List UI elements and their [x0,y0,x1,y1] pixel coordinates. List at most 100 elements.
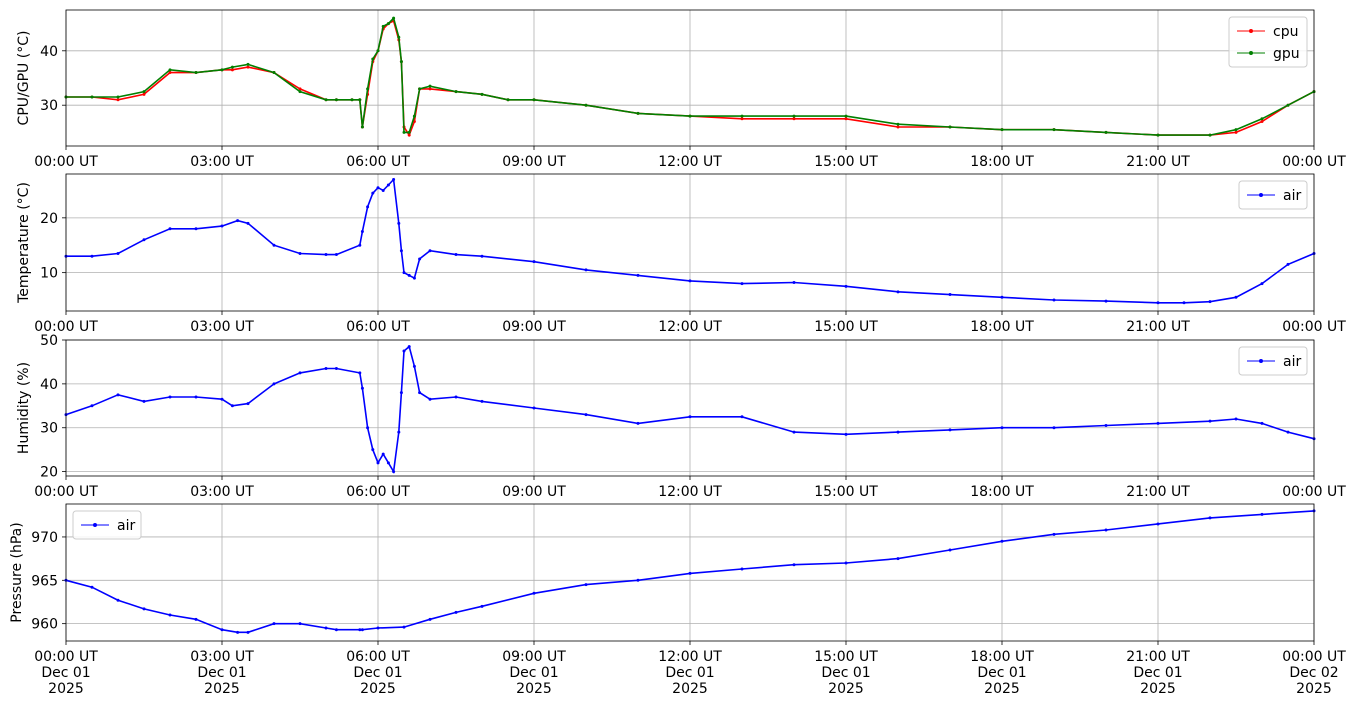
data-point-gpu [454,90,458,94]
data-point-air [220,224,224,228]
x-tick-label: 15:00 UT [814,484,878,500]
data-point-air [1000,295,1004,299]
data-point-gpu [1156,133,1160,137]
data-point-air [1182,301,1186,305]
data-point-air [1156,421,1160,425]
data-point-air [90,585,94,589]
data-point-air [220,628,224,632]
data-point-air [90,404,94,408]
x-tick-label: 03:00 UT [190,649,254,665]
data-point-air [371,191,375,195]
x-tick-label: 21:00 UT [1126,319,1190,335]
data-point-air [407,345,411,349]
data-point-gpu [397,35,401,39]
x-tick-label: 18:00 UT [970,484,1034,500]
legend: air [1238,180,1308,210]
data-point-air [116,393,120,397]
data-point-gpu [532,98,536,102]
data-point-air [948,428,952,432]
data-point-air [1104,424,1108,428]
data-point-air [1286,262,1290,266]
x-tick-label: 2025 [1140,681,1176,697]
data-point-air [371,448,375,452]
data-point-air [272,622,276,626]
data-point-gpu [412,114,416,118]
data-point-air [376,626,380,630]
x-tick-label: 06:00 UT [346,484,410,500]
data-point-air [272,243,276,247]
y-axis-label: CPU/GPU (°C) [16,31,32,126]
data-point-air [1052,426,1056,430]
data-point-gpu [386,22,390,26]
data-point-air [1260,512,1264,516]
x-tick-label: 2025 [984,681,1020,697]
data-point-air [1234,417,1238,421]
series-line-gpu [66,16,1315,136]
data-point-cpu [1234,130,1238,134]
x-tick-label: 2025 [1296,681,1332,697]
x-tick-label: 09:00 UT [502,154,566,170]
x-tick-label: 06:00 UT [346,154,410,170]
data-point-air [1156,301,1160,305]
data-point-cpu [792,117,796,121]
x-tick-label: 00:00 UT [34,484,98,500]
x-tick-label: Dec 01 [197,665,246,681]
x-tick-label: 00:00 UT [34,649,98,665]
data-point-air [397,221,401,225]
data-point-air [1208,300,1212,304]
data-point-gpu [381,24,385,28]
data-point-air [480,399,484,403]
plot-frame [65,503,1315,642]
data-point-air [90,254,94,258]
data-point-air [407,273,411,277]
data-point-air [844,432,848,436]
x-tick-label: 12:00 UT [658,154,722,170]
data-point-air [272,382,276,386]
data-point-air [392,470,396,474]
legend-marker-gpu [1249,51,1253,55]
x-tick-label: 21:00 UT [1126,649,1190,665]
data-point-air [688,279,692,283]
y-tick-label: 50 [40,333,58,349]
x-tick-label: 00:00 UT [1282,154,1346,170]
series-line-air [65,345,1315,475]
x-tick-label: 18:00 UT [970,154,1034,170]
data-point-air [402,271,406,275]
x-tick-label: 2025 [48,681,84,697]
data-point-air [386,183,390,187]
data-point-air [1052,298,1056,302]
data-point-gpu [688,114,692,118]
data-point-air [636,421,640,425]
y-axis-label: Pressure (hPa) [9,522,25,622]
data-point-air [298,371,302,375]
data-point-air [584,268,588,272]
y-tick-label: 20 [40,465,58,481]
x-tick-label: 21:00 UT [1126,154,1190,170]
data-point-cpu [844,117,848,121]
data-point-air [386,461,390,465]
panel-1: 00:00 UT 03:00 UT 06:00 UT 09:00 UT 12:00 UT… [16,9,1346,170]
data-point-air [168,395,172,399]
data-point-gpu [399,60,403,64]
x-tick-label: 03:00 UT [190,319,254,335]
x-tick-label: 00:00 UT [34,319,98,335]
data-point-air [402,625,406,629]
data-point-air [792,281,796,285]
data-point-air [688,415,692,419]
legend: air [72,510,142,540]
data-point-cpu [740,117,744,121]
data-point-gpu [246,62,250,66]
x-tick-label: 18:00 UT [970,649,1034,665]
plot-frame [65,173,1315,312]
data-point-air [418,391,422,395]
x-tick-label: 2025 [672,681,708,697]
data-point-gpu [896,122,900,126]
data-point-cpu [407,133,411,137]
data-point-air [220,397,224,401]
x-tick-label: 18:00 UT [970,319,1034,335]
x-tick-label: 12:00 UT [658,649,722,665]
y-tick-label: 965 [31,573,58,589]
data-point-air [480,254,484,258]
data-point-air [116,598,120,602]
x-tick-label: Dec 01 [353,665,402,681]
